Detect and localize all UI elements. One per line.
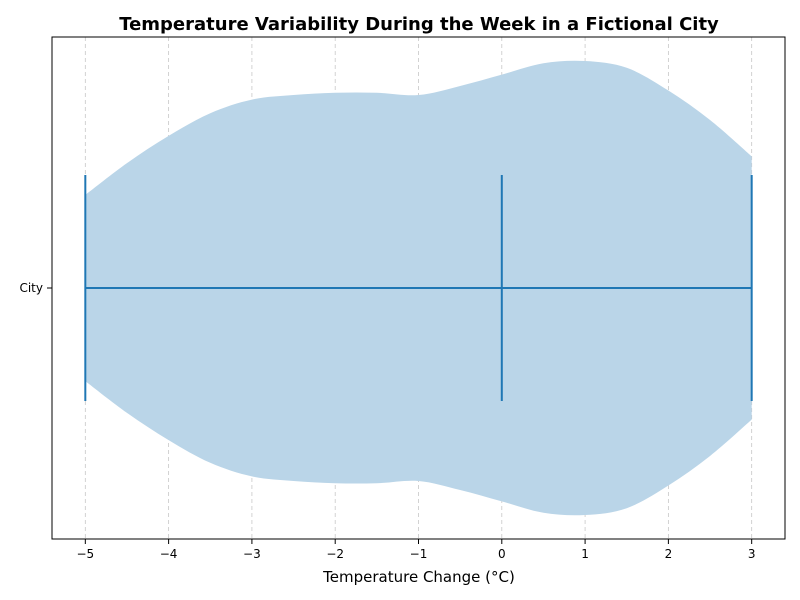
x-tick-label: −2 [326, 547, 344, 561]
x-tick-label: −4 [160, 547, 178, 561]
x-tick-label: −1 [410, 547, 428, 561]
x-tick-label: 0 [498, 547, 506, 561]
x-tick-label: 2 [665, 547, 673, 561]
x-axis-label: Temperature Change (°C) [322, 568, 515, 586]
x-axis-ticks: −5 −4 −3 −2 −1 0 1 2 3 [76, 539, 756, 561]
y-axis-ticks: City [19, 281, 52, 295]
x-tick-label: −5 [76, 547, 94, 561]
x-tick-label: 3 [748, 547, 756, 561]
chart-title: Temperature Variability During the Week … [119, 14, 719, 35]
x-tick-label: 1 [581, 547, 589, 561]
y-tick-label: City [19, 281, 43, 295]
violin-stat-lines [84, 175, 753, 401]
x-tick-label: −3 [243, 547, 261, 561]
